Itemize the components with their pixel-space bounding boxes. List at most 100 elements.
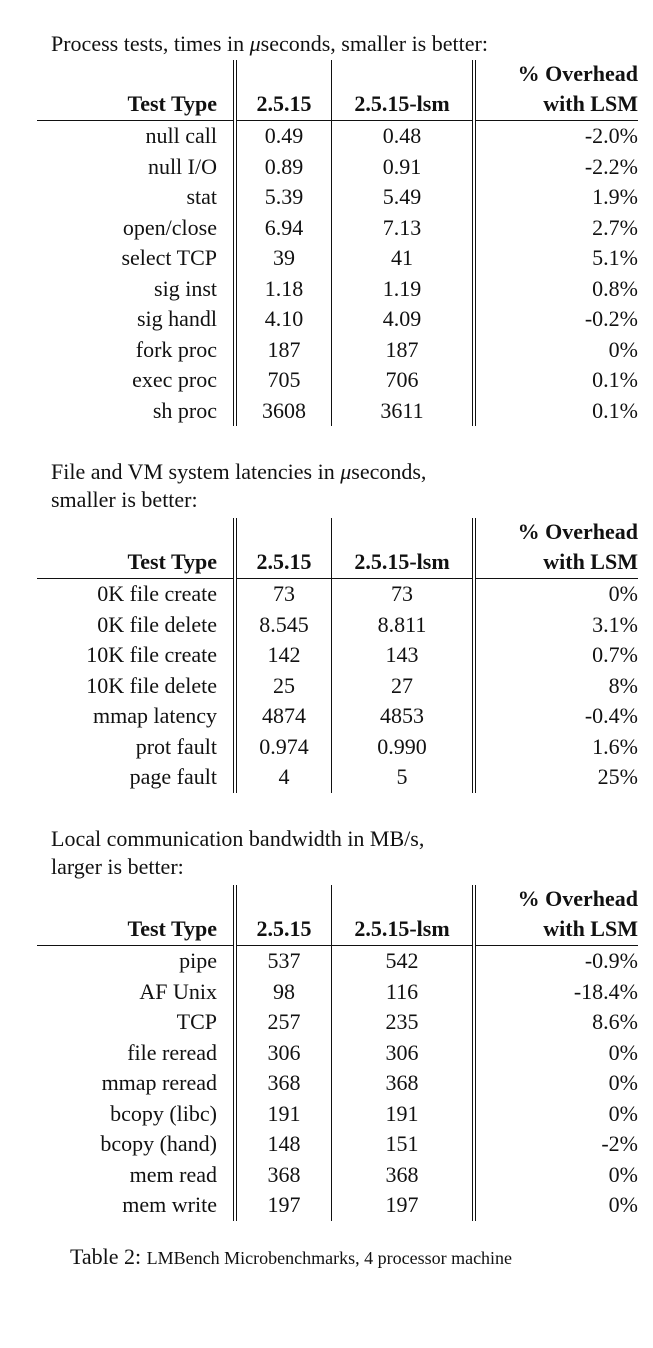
v2-cell: 235 bbox=[331, 1007, 476, 1038]
table-row: bcopy (hand) 148 151 -2% bbox=[37, 1129, 638, 1160]
v1-cell: 142 bbox=[235, 640, 332, 671]
overhead-cell: 0.1% bbox=[592, 397, 638, 423]
overhead-cell: -2.2% bbox=[584, 153, 638, 179]
table-row: null call 0.49 0.48 -2.0% bbox=[37, 120, 638, 152]
table-row: sig inst 1.18 1.19 0.8% bbox=[37, 273, 638, 304]
v1-cell: 148 bbox=[235, 1129, 332, 1160]
v2-cell: 197 bbox=[331, 1190, 476, 1221]
table-row: prot fault 0.974 0.990 1.6% bbox=[37, 731, 638, 762]
overhead-cell: 1.6% bbox=[592, 733, 638, 759]
overhead-cell: 0.1% bbox=[592, 367, 638, 392]
v2-cell: 5 bbox=[331, 762, 476, 793]
test-type-cell: sig handl bbox=[37, 304, 237, 335]
v1-cell: 197 bbox=[235, 1190, 332, 1221]
table-row: null I/O 0.89 0.91 -2.2% bbox=[37, 151, 638, 182]
v1-cell: 98 bbox=[235, 976, 332, 1007]
section-caption: File and VM system latencies in μseconds… bbox=[51, 458, 426, 514]
v2-cell: 73 bbox=[331, 578, 476, 610]
section-caption: Process tests, times in μseconds, smalle… bbox=[51, 30, 488, 58]
table-caption: Table 2: LMBench Microbenchmarks, 4 proc… bbox=[70, 1244, 512, 1270]
caption-mu: μ bbox=[249, 31, 261, 56]
overhead-cell: 3.1% bbox=[592, 611, 638, 637]
test-type-cell: prot fault bbox=[37, 731, 237, 762]
caption-text-post: seconds, smaller is better: bbox=[260, 31, 488, 56]
overhead-cell: 1.9% bbox=[592, 184, 638, 209]
v1-cell: 257 bbox=[235, 1007, 332, 1038]
overhead-cell: 8% bbox=[608, 672, 638, 698]
v1-cell: 8.545 bbox=[235, 609, 332, 640]
test-type-cell: mem write bbox=[37, 1190, 237, 1221]
v1-cell: 0.974 bbox=[235, 731, 332, 762]
v1-cell: 1.18 bbox=[235, 273, 332, 304]
table-row: 0K file create 73 73 0% bbox=[37, 578, 638, 610]
test-type-cell: null I/O bbox=[37, 151, 237, 182]
header-overhead-line1: % Overhead bbox=[517, 886, 638, 911]
test-type-cell: sh proc bbox=[37, 395, 237, 426]
v2-cell: 1.19 bbox=[331, 273, 476, 304]
v2-cell: 143 bbox=[331, 640, 476, 671]
test-type-cell: mmap reread bbox=[37, 1068, 237, 1099]
process-tests-table: % Overhead Test Type 2.5.15 2.5.15-lsm w… bbox=[37, 60, 638, 426]
caption-text: Process tests, times in bbox=[51, 31, 250, 56]
test-type-cell: stat bbox=[37, 182, 237, 213]
test-type-cell: fork proc bbox=[37, 334, 237, 365]
overhead-cell: -18.4% bbox=[573, 978, 638, 1004]
test-type-cell: 10K file delete bbox=[37, 670, 237, 701]
test-type-cell: 0K file delete bbox=[37, 609, 237, 640]
overhead-cell: 0% bbox=[608, 1100, 638, 1126]
overhead-cell: 0% bbox=[608, 336, 638, 362]
v1-cell: 368 bbox=[235, 1068, 332, 1099]
v2-cell: 116 bbox=[331, 976, 476, 1007]
test-type-cell: sig inst bbox=[37, 273, 237, 304]
table-row: stat 5.39 5.49 1.9% bbox=[37, 182, 638, 213]
test-type-cell: bcopy (hand) bbox=[37, 1129, 237, 1160]
overhead-cell: 0% bbox=[608, 1161, 638, 1187]
v2-cell: 306 bbox=[331, 1037, 476, 1068]
v2-cell: 542 bbox=[331, 945, 476, 977]
table-row: page fault 4 5 25% bbox=[37, 762, 638, 793]
table-row: pipe 537 542 -0.9% bbox=[37, 945, 638, 977]
v1-cell: 191 bbox=[235, 1098, 332, 1129]
v2-cell: 27 bbox=[331, 670, 476, 701]
header-v2: 2.5.15-lsm bbox=[331, 913, 476, 946]
section-caption: Local communication bandwidth in MB/s, l… bbox=[51, 825, 424, 881]
test-type-cell: 10K file create bbox=[37, 640, 237, 671]
overhead-cell: -0.4% bbox=[584, 703, 638, 728]
v1-cell: 4.10 bbox=[235, 304, 332, 335]
header-overhead-line1: % Overhead bbox=[517, 519, 638, 544]
overhead-cell: 2.7% bbox=[592, 214, 638, 240]
overhead-cell: -2% bbox=[601, 1131, 638, 1156]
header-v1: 2.5.15 bbox=[235, 546, 332, 579]
table-row: exec proc 705 706 0.1% bbox=[37, 365, 638, 396]
v1-cell: 4 bbox=[235, 762, 332, 793]
overhead-cell: 25% bbox=[597, 764, 638, 789]
v2-cell: 4853 bbox=[331, 701, 476, 732]
v2-cell: 368 bbox=[331, 1068, 476, 1099]
test-type-cell: select TCP bbox=[37, 243, 237, 274]
table-row: mem write 197 197 0% bbox=[37, 1190, 638, 1221]
v1-cell: 368 bbox=[235, 1159, 332, 1190]
test-type-cell: bcopy (libc) bbox=[37, 1098, 237, 1129]
v2-cell: 0.91 bbox=[331, 151, 476, 182]
v1-cell: 4874 bbox=[235, 701, 332, 732]
v2-cell: 0.48 bbox=[331, 120, 476, 152]
table-row: AF Unix 98 116 -18.4% bbox=[37, 976, 638, 1007]
bandwidth-table: % Overhead Test Type 2.5.15 2.5.15-lsm w… bbox=[37, 885, 638, 1221]
v1-cell: 0.49 bbox=[235, 120, 332, 152]
caption-text-post: seconds, bbox=[351, 459, 427, 484]
overhead-cell: 0.7% bbox=[592, 642, 638, 667]
v2-cell: 0.990 bbox=[331, 731, 476, 762]
caption-line2: larger is better: bbox=[51, 854, 184, 879]
overhead-cell: 5.1% bbox=[592, 245, 638, 270]
test-type-cell: mmap latency bbox=[37, 701, 237, 732]
v2-cell: 8.811 bbox=[331, 609, 476, 640]
v1-cell: 39 bbox=[235, 243, 332, 274]
table-caption-label: Table 2: bbox=[70, 1244, 142, 1269]
v1-cell: 537 bbox=[235, 945, 332, 977]
v2-cell: 41 bbox=[331, 243, 476, 274]
v2-cell: 3611 bbox=[331, 395, 476, 426]
table-row: TCP 257 235 8.6% bbox=[37, 1007, 638, 1038]
overhead-cell: 0% bbox=[608, 1039, 638, 1065]
v2-cell: 187 bbox=[331, 334, 476, 365]
v1-cell: 0.89 bbox=[235, 151, 332, 182]
